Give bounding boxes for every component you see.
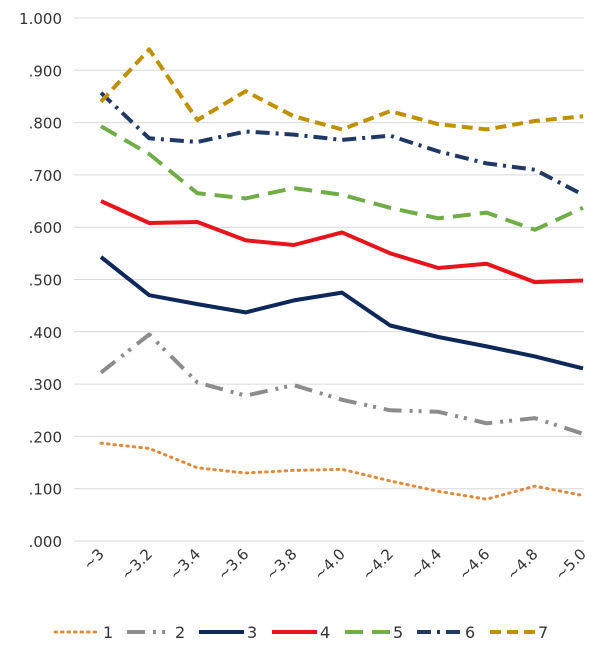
y-tick-label: .000 bbox=[29, 533, 62, 551]
series-line-6 bbox=[99, 91, 584, 197]
x-tick-label: ~4.0 bbox=[310, 545, 348, 583]
y-tick-label: 1.000 bbox=[19, 10, 62, 28]
series-line-1 bbox=[99, 441, 585, 501]
series-line-7 bbox=[99, 47, 584, 132]
x-tick-label: ~3.8 bbox=[262, 545, 300, 583]
legend-label-2: 2 bbox=[175, 623, 185, 642]
y-tick-label: .600 bbox=[29, 219, 62, 237]
legend: 1 2 3 4 5 6 7 bbox=[53, 623, 548, 642]
x-tick-label: ~5.0 bbox=[551, 545, 589, 583]
x-tick-label: ~4.8 bbox=[503, 545, 541, 583]
x-tick-label: ~3.2 bbox=[118, 545, 156, 583]
series-line-3 bbox=[99, 255, 584, 371]
y-tick-label: .800 bbox=[29, 115, 62, 133]
legend-label-5: 5 bbox=[393, 623, 403, 642]
x-tick-label: ~4.2 bbox=[359, 545, 397, 583]
series-line-2 bbox=[99, 332, 584, 436]
y-tick-label: .700 bbox=[29, 167, 62, 185]
legend-label-6: 6 bbox=[465, 623, 475, 642]
gridlines bbox=[74, 17, 584, 542]
legend-label-1: 1 bbox=[103, 623, 113, 642]
legend-label-3: 3 bbox=[247, 623, 257, 642]
y-tick-label: .300 bbox=[29, 376, 62, 394]
x-tick-label: ~3 bbox=[79, 545, 107, 573]
legend-label-7: 7 bbox=[538, 623, 548, 642]
y-tick-label: .200 bbox=[29, 428, 62, 446]
x-tick-label: ~4.4 bbox=[407, 545, 445, 583]
x-tick-label: ~3.6 bbox=[214, 545, 252, 583]
x-tick-label: ~4.6 bbox=[455, 545, 493, 583]
x-tick-label: ~3.4 bbox=[166, 545, 204, 583]
y-axis-tick-labels: .000 .100 .200 .300 .400 .500 .600 .700 .800 .900… bbox=[19, 10, 62, 551]
series-line-4 bbox=[100, 199, 584, 285]
legend-label-4: 4 bbox=[320, 623, 330, 642]
series-line-5 bbox=[100, 124, 584, 232]
y-tick-label: .500 bbox=[29, 272, 62, 290]
y-tick-label: .100 bbox=[29, 481, 62, 499]
y-tick-label: .400 bbox=[29, 324, 62, 342]
series-lines bbox=[99, 47, 585, 501]
x-axis-tick-labels: ~3 ~3.2 ~3.4 ~3.6 ~3.8 ~4.0 ~4.2 ~4.4 ~4.6 ~4.8 ~5… bbox=[79, 545, 589, 583]
y-tick-label: .900 bbox=[29, 62, 62, 80]
